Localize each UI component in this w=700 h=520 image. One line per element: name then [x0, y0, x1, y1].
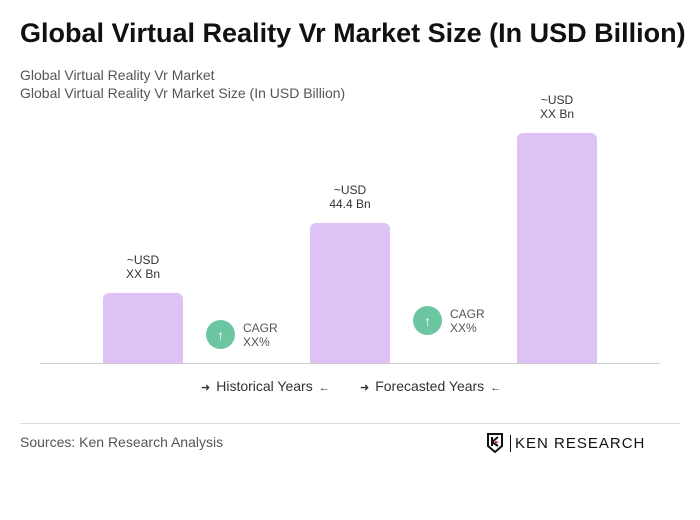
chart-title: Global Virtual Reality Vr Market Size (I… — [20, 18, 686, 48]
arrow-up-icon: ↑ — [206, 320, 235, 349]
subtitle: Global Virtual Reality Vr Market — [20, 67, 215, 83]
data-label-3: ~USD XX Bn — [539, 93, 575, 121]
ken-research-logo: KEN RESEARCH — [486, 433, 645, 453]
arrow-up-icon: ↑ — [413, 306, 442, 335]
data-label-1: ~USD XX Bn — [125, 253, 161, 281]
bar-3 — [517, 133, 597, 363]
subtitle-2: Global Virtual Reality Vr Market Size (I… — [20, 85, 346, 101]
logo-icon — [487, 433, 503, 453]
cagr-badge-2: ↑ CAGR XX% — [413, 306, 485, 335]
arrow-left-icon: ← — [318, 382, 330, 394]
x-axis-line — [40, 363, 660, 364]
divider — [20, 423, 680, 424]
source-text: Sources: Ken Research Analysis — [20, 434, 224, 450]
arrow-right-icon: ➜ — [201, 382, 211, 394]
arrow-right-icon: ➜ — [360, 382, 370, 394]
data-label-2: ~USD 44.4 Bn — [329, 183, 371, 211]
legend-forecasted: ➜ Forecasted Years ← — [360, 378, 502, 394]
legend-historical: ➜ Historical Years ← — [201, 378, 330, 394]
bar-2 — [310, 223, 390, 363]
bar-1 — [103, 293, 183, 363]
arrow-left-icon: ← — [490, 382, 502, 394]
cagr-badge-1: ↑ CAGR XX% — [206, 320, 278, 349]
